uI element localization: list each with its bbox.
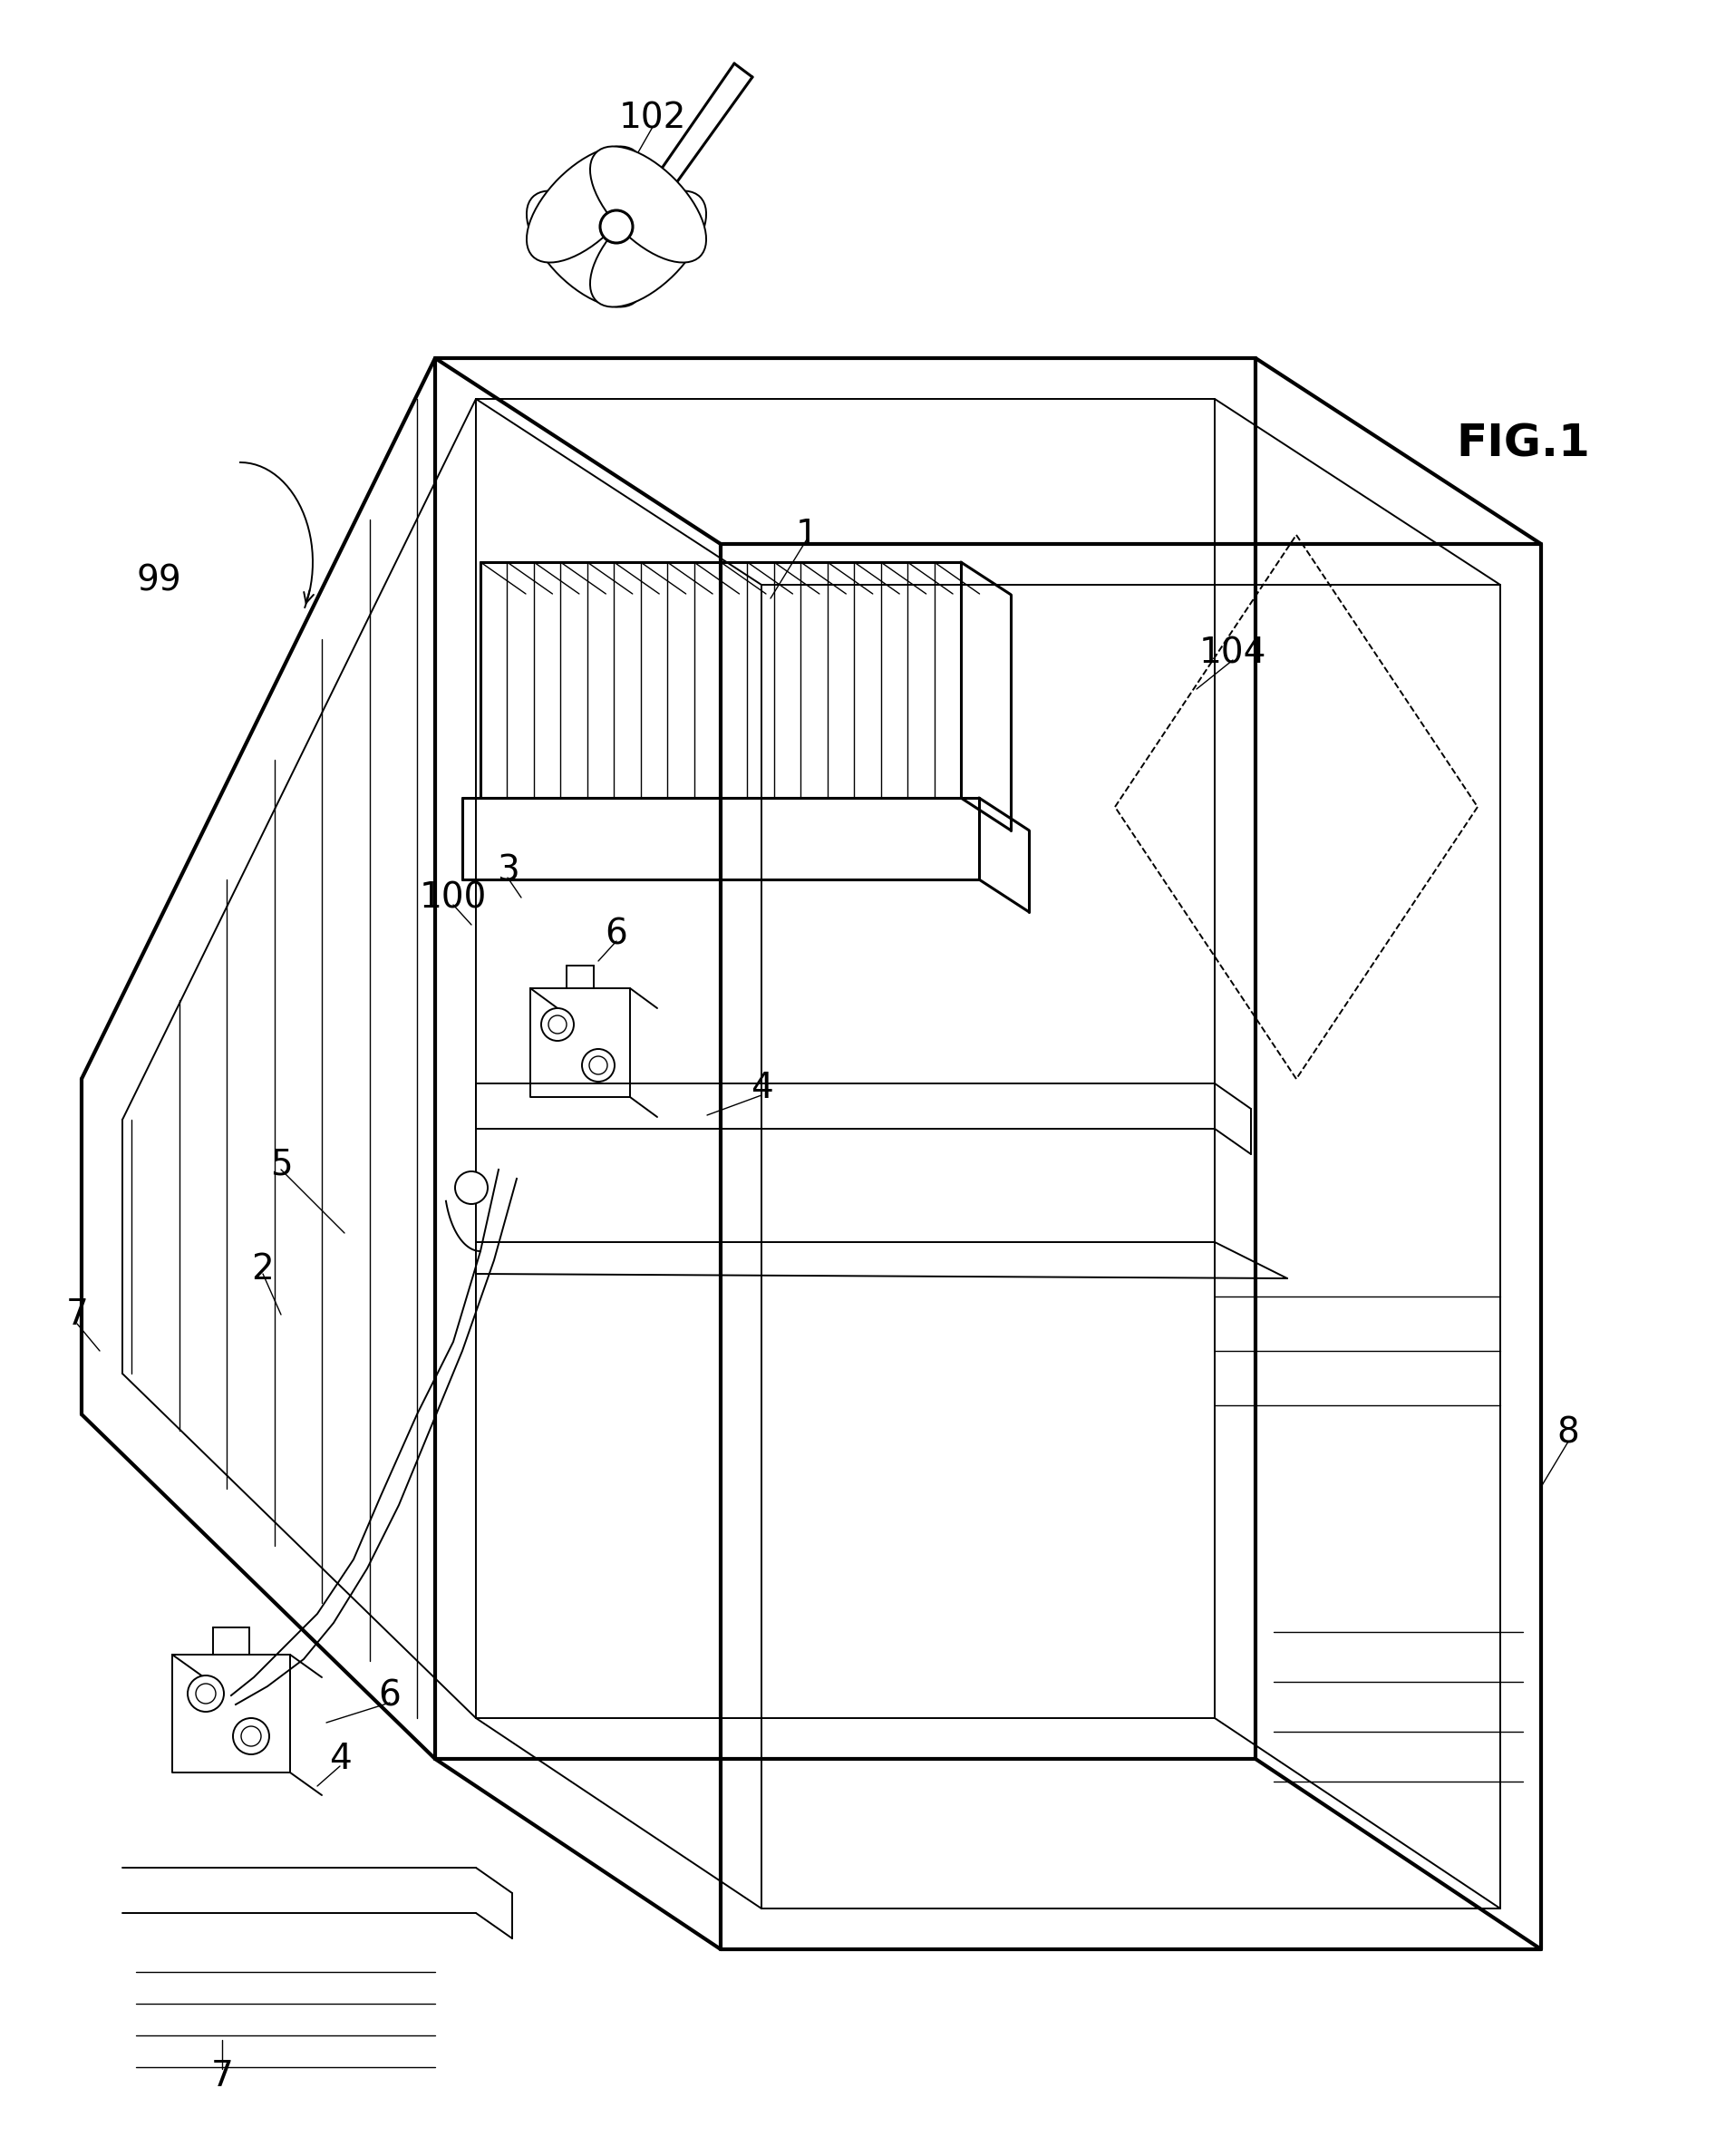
Text: 100: 100 [419,880,487,914]
Circle shape [233,1718,269,1755]
Text: 6: 6 [379,1677,402,1712]
Ellipse shape [590,147,707,263]
Text: 1: 1 [796,517,819,552]
Ellipse shape [590,192,707,306]
Text: 104: 104 [1199,636,1266,671]
Text: 2: 2 [252,1253,275,1287]
Text: 5: 5 [269,1147,292,1181]
Text: 8: 8 [1556,1414,1579,1449]
Text: 7: 7 [211,2059,233,2093]
Ellipse shape [527,147,644,263]
Text: FIG.1: FIG.1 [1455,423,1591,466]
Ellipse shape [527,192,644,306]
Text: 4: 4 [750,1072,772,1106]
Circle shape [455,1171,487,1203]
Circle shape [196,1684,216,1703]
Circle shape [549,1015,566,1033]
Circle shape [582,1050,614,1082]
Text: 99: 99 [136,563,182,597]
Text: 3: 3 [496,854,518,888]
Text: 6: 6 [606,916,628,951]
Circle shape [187,1675,223,1712]
Text: 102: 102 [619,101,686,136]
Circle shape [541,1009,573,1041]
Text: 4: 4 [329,1742,352,1777]
Text: 7: 7 [65,1298,88,1332]
Circle shape [601,211,633,244]
Circle shape [242,1727,261,1746]
Circle shape [589,1056,607,1074]
